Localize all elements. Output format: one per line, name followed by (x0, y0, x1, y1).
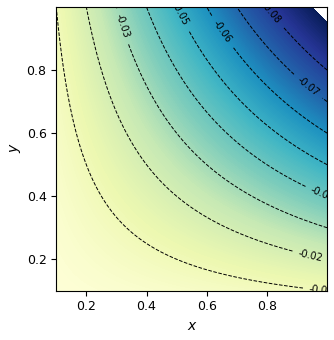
Text: -0.06: -0.06 (211, 18, 233, 45)
Text: -0.04: -0.04 (309, 185, 334, 204)
Text: -0.05: -0.05 (170, 0, 190, 27)
Y-axis label: y: y (7, 145, 21, 153)
Text: -0.01: -0.01 (308, 284, 334, 296)
X-axis label: x: x (187, 319, 196, 333)
Text: -0.07: -0.07 (295, 75, 321, 98)
Text: -0.08: -0.08 (260, 0, 283, 25)
Text: -0.03: -0.03 (114, 13, 131, 40)
Text: -0.02: -0.02 (297, 248, 324, 263)
